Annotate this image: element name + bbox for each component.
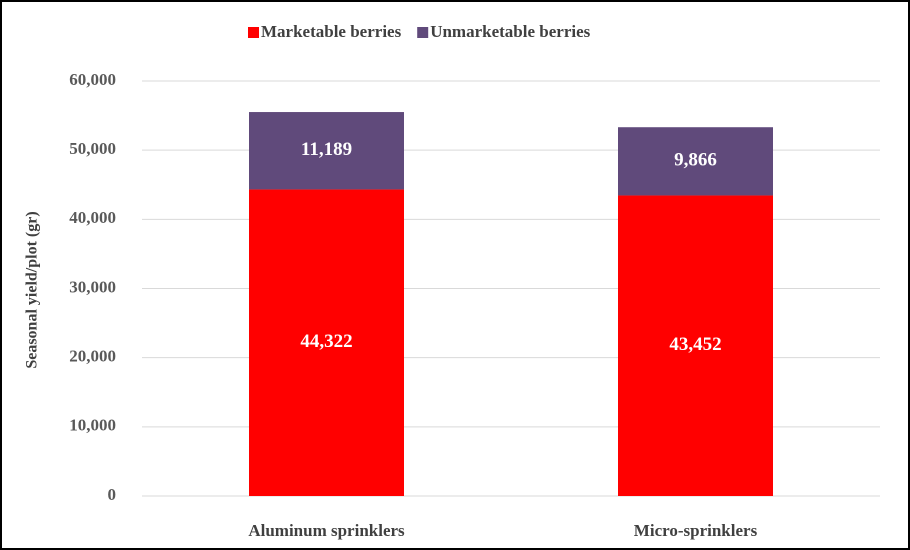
y-tick-label: 20,000 <box>69 347 116 366</box>
y-tick-label: 60,000 <box>69 70 116 89</box>
bar-segment <box>249 189 404 496</box>
bar-segment <box>618 195 773 496</box>
legend-label: Marketable berries <box>261 22 402 41</box>
y-tick-label: 0 <box>108 485 117 504</box>
y-tick-label: 10,000 <box>69 416 116 435</box>
data-label: 43,452 <box>669 334 721 355</box>
y-axis-label: Seasonal yield/plot (gr) <box>24 211 41 368</box>
bar-segment <box>249 112 404 190</box>
y-tick-label: 30,000 <box>69 277 116 296</box>
data-label: 11,189 <box>301 139 352 160</box>
legend-label: Unmarketable berries <box>430 22 590 41</box>
x-tick-label: Aluminum sprinklers <box>248 521 405 540</box>
y-tick-label: 50,000 <box>69 139 116 158</box>
data-label: 9,866 <box>674 150 717 171</box>
x-tick-label: Micro-sprinklers <box>634 521 758 540</box>
legend-swatch <box>248 27 259 38</box>
bar-segment <box>618 127 773 196</box>
data-label: 44,322 <box>300 331 352 352</box>
y-tick-label: 40,000 <box>69 208 116 227</box>
legend-swatch <box>417 27 429 38</box>
